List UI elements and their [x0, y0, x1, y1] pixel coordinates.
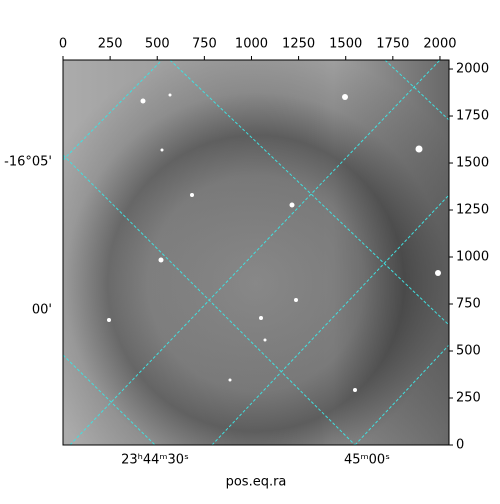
x-tick-label: 500	[145, 37, 170, 52]
dec-label: -16°05'	[4, 155, 52, 170]
ra-label: 45ᵐ00ˢ	[344, 453, 390, 468]
frame	[62, 59, 450, 446]
y-tick-label: 750	[456, 297, 481, 312]
x-axis-label: pos.eq.ra	[226, 475, 287, 490]
wcs-line	[63, 354, 156, 445]
y-tick-label: 1500	[456, 156, 489, 171]
y-tick-label: 1750	[456, 109, 489, 124]
wcs-line	[211, 194, 449, 445]
stars	[107, 93, 441, 392]
wcs-line	[63, 60, 163, 161]
wcs-grid	[63, 60, 449, 445]
wcs-line	[169, 60, 449, 326]
x-tick-label: 1250	[282, 37, 315, 52]
x-tick-label: 1500	[329, 37, 362, 52]
wcs-line	[69, 60, 441, 445]
x-tick-label: 250	[98, 37, 123, 52]
y-tick-label: 250	[456, 391, 481, 406]
x-tick-label: 2000	[423, 37, 456, 52]
image-shade	[63, 60, 449, 445]
x-tick-label: 0	[59, 37, 67, 52]
y-tick-label: 1000	[456, 250, 489, 265]
x-tick-label: 750	[192, 37, 217, 52]
y-tick-label: 500	[456, 344, 481, 359]
x-tick-label: 1750	[376, 37, 409, 52]
dec-label: 00'	[32, 303, 52, 318]
y-tick-label: 0	[456, 438, 464, 453]
y-tick-label: 1250	[456, 203, 489, 218]
ra-label: 23ʰ44ᵐ30ˢ	[121, 453, 189, 468]
y-tick-label: 2000	[456, 62, 489, 77]
wcs-line	[354, 344, 449, 445]
x-tick-label: 1000	[235, 37, 268, 52]
